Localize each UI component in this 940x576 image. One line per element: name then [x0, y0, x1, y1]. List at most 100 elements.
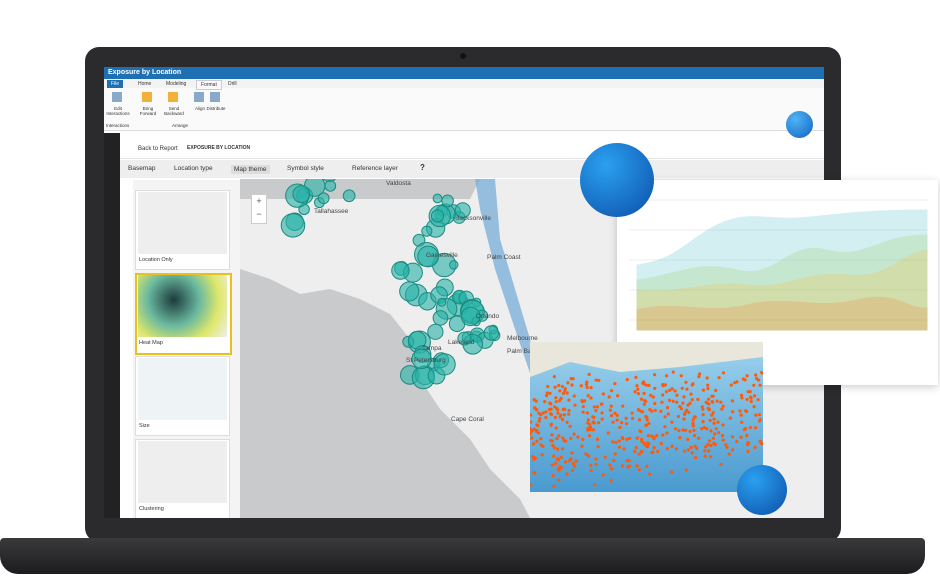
map-bubble	[460, 306, 481, 327]
map-label: Jacksonville	[456, 215, 492, 222]
map-dot	[557, 468, 561, 472]
toolbar-button[interactable]: Location type	[174, 165, 213, 172]
ribbon-button[interactable]: Align	[194, 106, 205, 111]
map-dot	[678, 436, 682, 440]
map-dot	[535, 408, 539, 412]
theme-label: Clustering	[139, 506, 164, 512]
map-dot	[645, 418, 649, 422]
tab[interactable]: Drill	[228, 81, 237, 87]
toolbar-button[interactable]: Reference layer	[352, 165, 398, 172]
map-dot	[747, 441, 751, 445]
ribbon-icon[interactable]	[168, 92, 178, 102]
map-dot	[647, 383, 651, 387]
map-dot	[636, 387, 640, 391]
map-dot	[544, 393, 549, 398]
map-dot	[748, 426, 753, 430]
map-dot	[596, 445, 600, 449]
map-dot	[570, 468, 575, 473]
map-dot	[591, 428, 595, 432]
map-dot	[594, 378, 598, 382]
map-dot	[537, 419, 541, 423]
toolbar-button[interactable]: Map theme	[231, 165, 270, 174]
ribbon-icon[interactable]	[210, 92, 220, 102]
map-dot	[611, 420, 615, 424]
tab[interactable]: Format	[196, 80, 222, 90]
map-dot	[570, 451, 574, 455]
map-dot	[639, 397, 644, 401]
map-bubble	[427, 323, 444, 340]
map-dot	[589, 396, 593, 400]
map-dot	[661, 384, 665, 388]
map-dot	[730, 399, 735, 403]
map-dot	[545, 391, 549, 395]
map-dot	[588, 425, 593, 430]
map-dot	[549, 423, 553, 427]
toolbar-button[interactable]: Basemap	[128, 165, 156, 172]
map-dot	[640, 437, 644, 441]
ribbon-icon[interactable]	[112, 92, 122, 102]
map-dot	[651, 395, 655, 399]
map-dot	[716, 420, 720, 424]
toolbar-button[interactable]: ?	[420, 163, 425, 172]
map-dot	[535, 439, 539, 443]
ribbon-button[interactable]: Edit Interactions	[106, 106, 130, 116]
tab[interactable]: Modeling	[166, 81, 187, 87]
map-dot	[739, 393, 744, 397]
map-dot	[609, 404, 613, 408]
map-dot	[600, 417, 604, 421]
map-dot	[681, 428, 685, 432]
map-dot	[581, 437, 585, 442]
map-dot	[561, 417, 565, 422]
map-dot	[555, 406, 559, 410]
map-dot	[665, 431, 669, 435]
zoom-control[interactable]: + −	[251, 194, 267, 224]
map-dot	[740, 420, 744, 424]
ribbon-icon[interactable]	[194, 92, 204, 102]
map-dot	[645, 415, 649, 419]
map-dot	[593, 483, 597, 487]
map-dot	[624, 416, 628, 420]
map-bubble	[417, 245, 439, 268]
map-bubble	[430, 209, 445, 223]
map-dot	[678, 404, 682, 409]
map-dot	[572, 394, 576, 398]
map-dot	[581, 404, 585, 409]
map-dot	[633, 449, 637, 454]
map-dot	[558, 389, 562, 393]
map-dot	[733, 381, 737, 385]
map-dot	[565, 472, 569, 476]
map-dot	[530, 426, 532, 431]
map-dot	[753, 426, 758, 430]
map-dot	[745, 397, 749, 402]
map-dot	[743, 378, 747, 382]
map-dot	[557, 383, 561, 388]
tab[interactable]: File	[107, 80, 124, 88]
toolbar-button[interactable]: Symbol style	[287, 165, 324, 172]
map-dot	[608, 463, 612, 467]
map-dot	[677, 429, 681, 433]
map-dot	[580, 400, 585, 404]
ribbon-button[interactable]: Send Backward	[164, 106, 184, 116]
map-dot	[587, 434, 592, 438]
map-dot	[595, 437, 600, 441]
map-dot	[615, 418, 619, 422]
map-dot	[701, 407, 705, 411]
map-dot	[633, 390, 637, 394]
ribbon-icon[interactable]	[142, 92, 152, 102]
map-dot	[674, 447, 679, 451]
ribbon-button[interactable]: Bring Forward	[139, 106, 157, 116]
ribbon-button[interactable]: Distribute	[206, 106, 226, 111]
map-dot	[609, 414, 614, 418]
map-bubble	[411, 348, 432, 370]
map-dot	[538, 417, 542, 421]
map-dot	[735, 440, 739, 444]
map-bubble	[441, 194, 454, 208]
back-link[interactable]: Back to Report	[138, 146, 178, 152]
map-bubble	[454, 202, 471, 219]
map-dot	[627, 459, 631, 463]
tab[interactable]: Home	[138, 81, 152, 87]
map-dot	[565, 391, 569, 395]
map-dot	[637, 418, 642, 422]
map-dot	[586, 418, 590, 422]
